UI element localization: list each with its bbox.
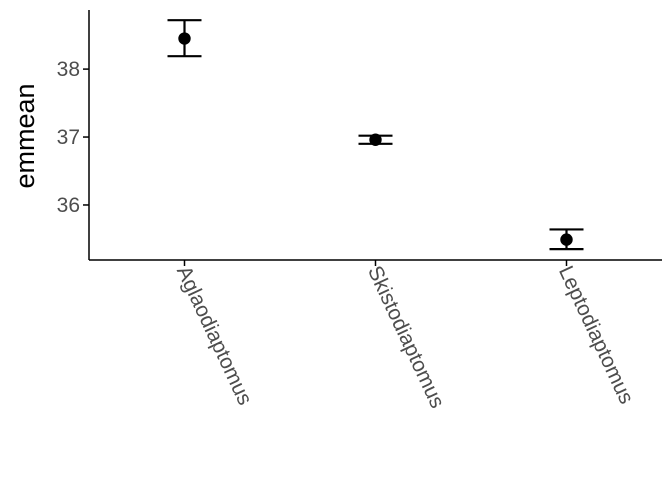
y-tick-label: 37 — [57, 126, 80, 149]
y-tick-label: 36 — [57, 194, 80, 217]
plot-marks — [168, 20, 584, 249]
emmean-point — [178, 32, 190, 44]
x-tick-label: Skistodiaptomus — [363, 262, 449, 411]
y-axis-title: emmean — [10, 83, 40, 188]
x-tick-label: Leptodiaptomus — [554, 262, 638, 407]
emmean-point — [369, 134, 381, 146]
x-axis-ticks: Aglaodiaptomus Skistodiaptomus Leptodiapto… — [172, 260, 638, 412]
emmean-point — [560, 233, 572, 245]
y-tick-label: 38 — [57, 58, 80, 81]
x-tick-label: Aglaodiaptomus — [172, 262, 256, 408]
y-axis-ticks: 36 37 38 — [57, 58, 89, 217]
